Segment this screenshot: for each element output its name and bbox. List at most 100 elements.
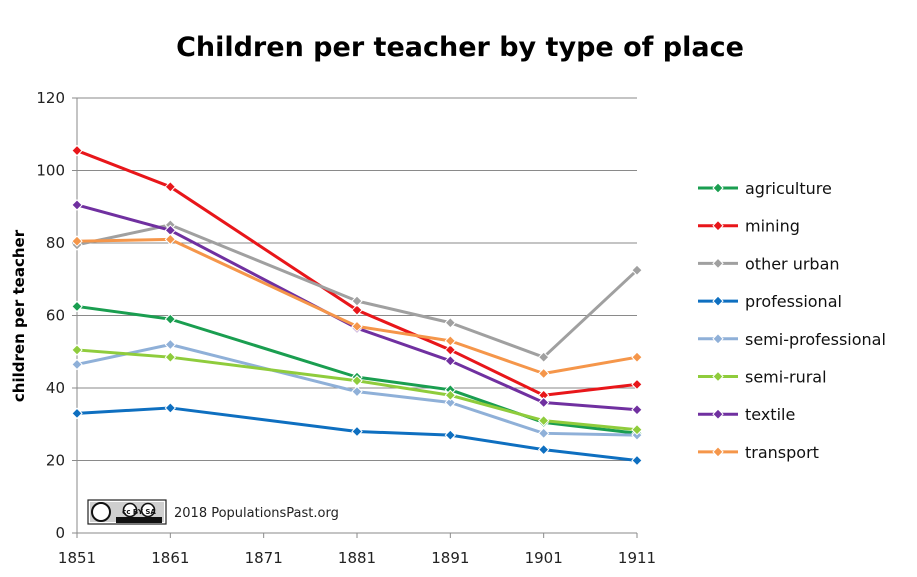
y-tick-label: 40: [46, 379, 65, 397]
series-line-mining: [76, 149, 638, 397]
legend-label: semi-rural: [745, 368, 827, 387]
data-point-textile: [444, 355, 457, 367]
data-point-transport: [444, 335, 457, 347]
data-point-semi-rural: [631, 423, 643, 436]
license-credit: cc BY SA 2018 PopulationsPast.org: [87, 499, 339, 525]
chart-title: Children per teacher by type of place: [176, 32, 744, 63]
data-point-professional: [537, 443, 550, 456]
credit-text: 2018 PopulationsPast.org: [174, 506, 339, 521]
legend-label: semi-professional: [745, 330, 886, 349]
legend-swatch-marker: [712, 333, 724, 345]
data-point-semi-rural: [164, 351, 177, 363]
legend-swatch-marker: [712, 446, 724, 458]
data-point-agriculture: [71, 300, 83, 313]
data-point-semi-professional: [351, 385, 363, 398]
data-point-textile: [631, 404, 643, 416]
data-point-semi-rural: [351, 375, 363, 387]
data-point-transport: [164, 233, 177, 246]
series-line-textile: [76, 203, 638, 412]
legend-item-transport: transport: [698, 443, 819, 462]
legend-label: other urban: [745, 254, 840, 273]
legend-swatch-marker: [712, 182, 724, 194]
data-point-transport: [351, 320, 363, 333]
legend-label: transport: [745, 443, 819, 462]
x-tick-label: 1911: [618, 549, 656, 567]
legend-label: professional: [745, 292, 842, 311]
data-point-semi-professional: [164, 338, 177, 351]
legend-label: agriculture: [745, 179, 832, 198]
series-semi-rural: [71, 344, 643, 436]
x-tick-label: 1871: [245, 549, 283, 567]
data-point-semi-rural: [537, 414, 550, 427]
axes: 0 20 40 60 80 100 120 1851 1861 1871 1881 1891 1901 1…: [36, 89, 656, 567]
data-point-textile: [537, 396, 550, 409]
legend-swatch-marker: [712, 257, 724, 270]
series-line-semi-professional: [76, 343, 638, 437]
y-tick-label: 100: [36, 162, 65, 180]
legend-label: mining: [745, 217, 800, 236]
cc-badge-text: cc BY SA: [122, 508, 156, 516]
legend-swatch-marker: [712, 408, 724, 420]
data-point-textile: [71, 199, 83, 211]
data-point-semi-rural: [444, 389, 457, 401]
x-tick-label: 1901: [525, 549, 563, 567]
x-tick-label: 1891: [431, 549, 469, 567]
data-point-other-urban: [631, 264, 643, 276]
data-point-other-urban: [351, 295, 363, 307]
data-point-professional: [71, 407, 83, 420]
legend-item-mining: mining: [698, 217, 800, 236]
legend-item-professional: professional: [698, 292, 842, 311]
data-point-semi-rural: [71, 344, 83, 356]
y-tick-label: 120: [36, 89, 65, 107]
legend-item-agriculture: agriculture: [698, 179, 832, 198]
legend-item-textile: textile: [698, 405, 795, 424]
legend-item-semi-rural: semi-rural: [698, 368, 827, 387]
data-point-agriculture: [164, 313, 177, 325]
legend-swatch-marker: [712, 370, 724, 383]
series-line-semi-rural: [76, 348, 638, 432]
data-point-transport: [631, 351, 643, 363]
data-point-professional: [444, 429, 457, 441]
data-point-semi-professional: [71, 358, 83, 371]
series-mining: [71, 144, 643, 401]
series-transport: [71, 233, 643, 380]
data-point-mining: [444, 344, 457, 356]
y-tick-label: 60: [46, 307, 65, 325]
series-lines: [71, 144, 643, 467]
series-other-urban: [71, 219, 643, 363]
data-point-transport: [71, 235, 83, 247]
data-point-professional: [164, 402, 177, 414]
data-point-semi-professional: [537, 427, 550, 440]
y-axis-label: children per teacher: [10, 229, 28, 402]
series-semi-professional: [71, 338, 643, 441]
data-point-other-urban: [444, 317, 457, 329]
data-point-other-urban: [537, 351, 550, 363]
data-point-semi-professional: [444, 396, 457, 409]
y-tick-label: 0: [55, 524, 65, 542]
data-point-mining: [164, 181, 177, 193]
x-tick-label: 1861: [151, 549, 189, 567]
series-agriculture: [71, 300, 643, 440]
series-professional: [71, 402, 643, 467]
data-point-professional: [351, 425, 363, 438]
y-tick-label: 20: [46, 452, 65, 470]
series-line-other-urban: [76, 223, 639, 359]
x-tick-label: 1881: [338, 549, 376, 567]
data-point-transport: [537, 367, 550, 380]
legend-swatch-marker: [712, 219, 724, 232]
legend: agriculture mining other urban professional…: [698, 179, 886, 462]
data-point-mining: [71, 144, 83, 157]
x-tick-label: 1851: [58, 549, 96, 567]
series-line-transport: [76, 237, 638, 375]
legend-item-other-urban: other urban: [698, 254, 840, 273]
data-point-mining: [351, 304, 363, 316]
legend-swatch-marker: [712, 295, 724, 307]
gridlines: [77, 97, 637, 461]
series-line-agriculture: [76, 304, 638, 435]
y-tick-label: 80: [46, 234, 65, 252]
legend-item-semi-professional: semi-professional: [698, 330, 886, 349]
data-point-professional: [631, 454, 643, 467]
data-point-mining: [631, 378, 643, 391]
legend-label: textile: [745, 405, 795, 424]
